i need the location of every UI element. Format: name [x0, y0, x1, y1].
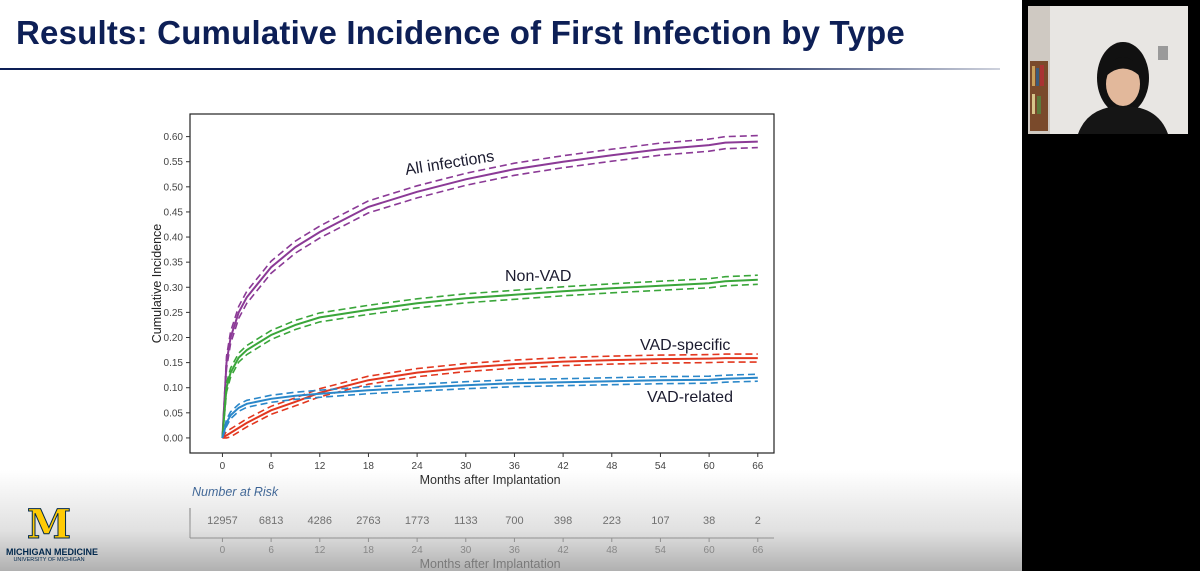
cumulative-incidence-chart: 0.00 0.05 0.10 0.15 0.20 0.25 0.30 0.35 0.40 0.45…	[150, 113, 775, 571]
risk-count: 2	[755, 515, 761, 527]
estimate-line-vad-related	[221, 376, 758, 439]
title-divider	[0, 68, 1000, 70]
risk-x-tick-label: 42	[558, 545, 570, 556]
risk-count: 223	[603, 515, 621, 527]
slide-title: Results: Cumulative Incidence of First I…	[16, 14, 905, 51]
x-tick-label: 0	[220, 461, 226, 472]
series-all-infections	[221, 134, 758, 438]
x-tick-label: 66	[752, 461, 764, 472]
ci-lower-non-vad	[221, 283, 758, 438]
risk-x-tick-label: 54	[655, 545, 667, 556]
estimate-line-all-infections	[221, 140, 758, 438]
label-vad-related: VAD-related	[647, 389, 733, 406]
risk-count: 38	[703, 515, 715, 527]
y-tick-label: 0.60	[164, 132, 184, 143]
risk-table-title: Number at Risk	[192, 485, 279, 499]
x-tick-label: 30	[460, 461, 472, 472]
risk-x-tick-label: 0	[220, 545, 226, 556]
x-tick-label: 60	[704, 461, 716, 472]
risk-x-tick-label: 36	[509, 545, 521, 556]
ci-lower-all-infections	[221, 146, 758, 438]
y-tick-label: 0.05	[164, 408, 184, 419]
risk-x-tick-label: 66	[752, 545, 764, 556]
estimate-line-non-vad	[221, 278, 758, 438]
x-axis-title: Months after Implantation	[420, 473, 561, 487]
ci-upper-vad-specific	[221, 353, 758, 439]
y-tick-label: 0.35	[164, 258, 184, 269]
risk-count: 2763	[356, 515, 380, 527]
logo-subtitle: UNIVERSITY OF MICHIGAN	[13, 557, 85, 563]
y-tick-label: 0.00	[164, 433, 184, 444]
x-tick-label: 48	[606, 461, 618, 472]
ci-upper-all-infections	[221, 134, 758, 438]
x-tick-label: 24	[412, 461, 424, 472]
risk-x-tick-label: 60	[704, 545, 716, 556]
risk-x-tick-label: 18	[363, 545, 375, 556]
label-vad-specific: VAD-specific	[640, 337, 730, 354]
y-tick-label: 0.10	[164, 383, 184, 394]
presenter-video	[1028, 6, 1188, 134]
ci-lower-vad-related	[221, 380, 758, 439]
slide: Results: Cumulative Incidence of First I…	[0, 0, 1022, 571]
estimate-line-vad-specific	[221, 357, 758, 439]
block-m-icon: M	[26, 501, 72, 548]
y-tick-label: 0.25	[164, 308, 184, 319]
x-tick-label: 36	[509, 461, 521, 472]
risk-count: 6813	[259, 515, 283, 527]
x-tick-label: 54	[655, 461, 667, 472]
ci-upper-non-vad	[221, 274, 758, 438]
x-tick-label: 6	[268, 461, 274, 472]
ci-upper-vad-related	[221, 373, 758, 439]
risk-x-tick-label: 30	[460, 545, 472, 556]
risk-count: 700	[505, 515, 523, 527]
label-non-vad: Non-VAD	[505, 268, 571, 285]
series-non-vad	[221, 274, 758, 438]
y-tick-label: 0.15	[164, 358, 184, 369]
risk-count: 4286	[308, 515, 332, 527]
risk-count: 12957	[207, 515, 238, 527]
y-axis-title: Cumulative Incidence	[150, 224, 164, 344]
ci-lower-vad-specific	[222, 361, 758, 439]
series-vad-related	[221, 373, 758, 439]
y-tick-label: 0.30	[164, 283, 184, 294]
presenter-video-image	[1028, 6, 1188, 134]
y-tick-label: 0.55	[164, 157, 184, 168]
logo-name: MICHIGAN MEDICINE	[6, 547, 98, 557]
risk-count: 107	[651, 515, 669, 527]
y-tick-label: 0.20	[164, 333, 184, 344]
series-vad-specific	[221, 353, 758, 439]
x-tick-label: 18	[363, 461, 375, 472]
risk-x-tick-label: 12	[314, 545, 326, 556]
x-tick-label: 42	[558, 461, 570, 472]
risk-x-tick-label: 6	[268, 545, 274, 556]
y-tick-label: 0.45	[164, 207, 184, 218]
y-tick-label: 0.50	[164, 182, 184, 193]
risk-count: 398	[554, 515, 572, 527]
risk-x-tick-label: 24	[412, 545, 424, 556]
michigan-medicine-logo: M MICHIGAN MEDICINE UNIVERSITY OF MICHIG…	[6, 501, 98, 563]
risk-count: 1133	[454, 515, 478, 527]
y-tick-label: 0.40	[164, 233, 184, 244]
risk-x-axis-title: Months after Implantation	[420, 557, 561, 571]
x-tick-label: 12	[314, 461, 326, 472]
risk-count: 1773	[405, 515, 429, 527]
risk-x-tick-label: 48	[606, 545, 618, 556]
